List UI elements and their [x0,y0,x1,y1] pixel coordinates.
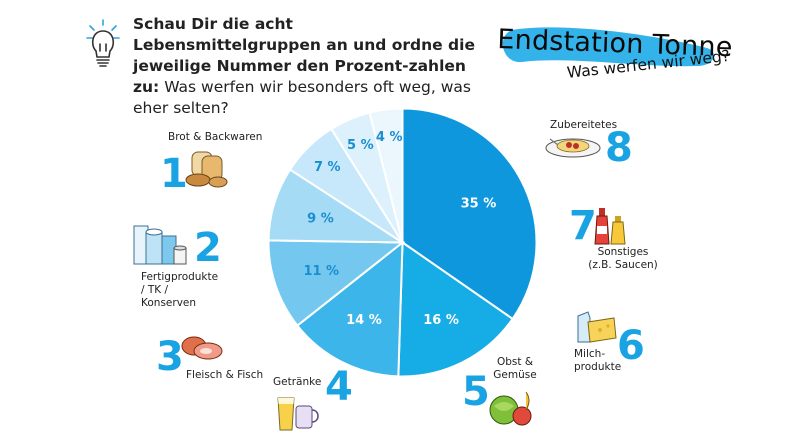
category-4-label: Getränke [273,376,322,388]
category-7-number: 7 [569,203,597,249]
pie-label-3: 14 % [346,313,382,328]
pie-label-5: 9 % [307,212,334,227]
meat-icon [181,336,223,360]
plate-icon [545,138,601,158]
pie-label-2: 16 % [423,313,459,328]
category-7-label: Sonstiges (z.B. Saucen) [588,246,658,271]
category-1-number: 1 [160,151,188,197]
lightbulb-icon [86,19,120,67]
category-2-number: 2 [194,225,222,271]
pie-label-7: 5 % [347,138,374,153]
pie-label-6: 7 % [314,160,341,175]
vegetables-icon [489,391,532,426]
intro-regular: Was werfen wir besonders oft weg, was eh… [133,78,471,117]
pie-slice-1 [401,107,538,321]
pie-label-1: 35 % [461,197,497,212]
category-3-label: Fleisch & Fisch [186,369,264,381]
pie-chart: 35 % 16 % 14 % 11 % 9 % 7 % 5 %4 % [267,107,538,378]
category-5-label: Obst & Gemüse [493,356,537,381]
category-8-number: 8 [605,125,633,171]
sauces-icon [594,208,626,245]
dairy-icon [577,311,617,343]
category-1-label: Brot & Backwaren [168,131,263,143]
drinks-icon [277,397,319,431]
bread-icon [185,151,228,188]
category-5-number: 5 [462,369,490,415]
category-4-number: 4 [325,364,353,410]
category-6-label: Milch-produkte [574,348,622,373]
category-6-number: 6 [617,323,645,369]
pie-slice-8 [368,107,404,243]
pie-slice-3 [295,240,404,378]
category-8-label: Zubereitetes [550,119,618,131]
category-3-number: 3 [156,334,184,380]
cans-icon [133,225,187,265]
intro-bold: Schau Dir die acht Lebensmittelgruppen a… [133,15,475,96]
pie-label-4: 11 % [303,264,339,279]
category-2-label: Fertigprodukte / TK / Konserven [141,271,219,309]
intro-text: Schau Dir die acht Lebensmittelgruppen a… [133,14,478,119]
pie-slice-4 [267,239,406,327]
brand-swoosh [502,27,715,67]
pie-slice-2 [397,240,514,378]
pie-label-8: 4 % [376,130,403,145]
